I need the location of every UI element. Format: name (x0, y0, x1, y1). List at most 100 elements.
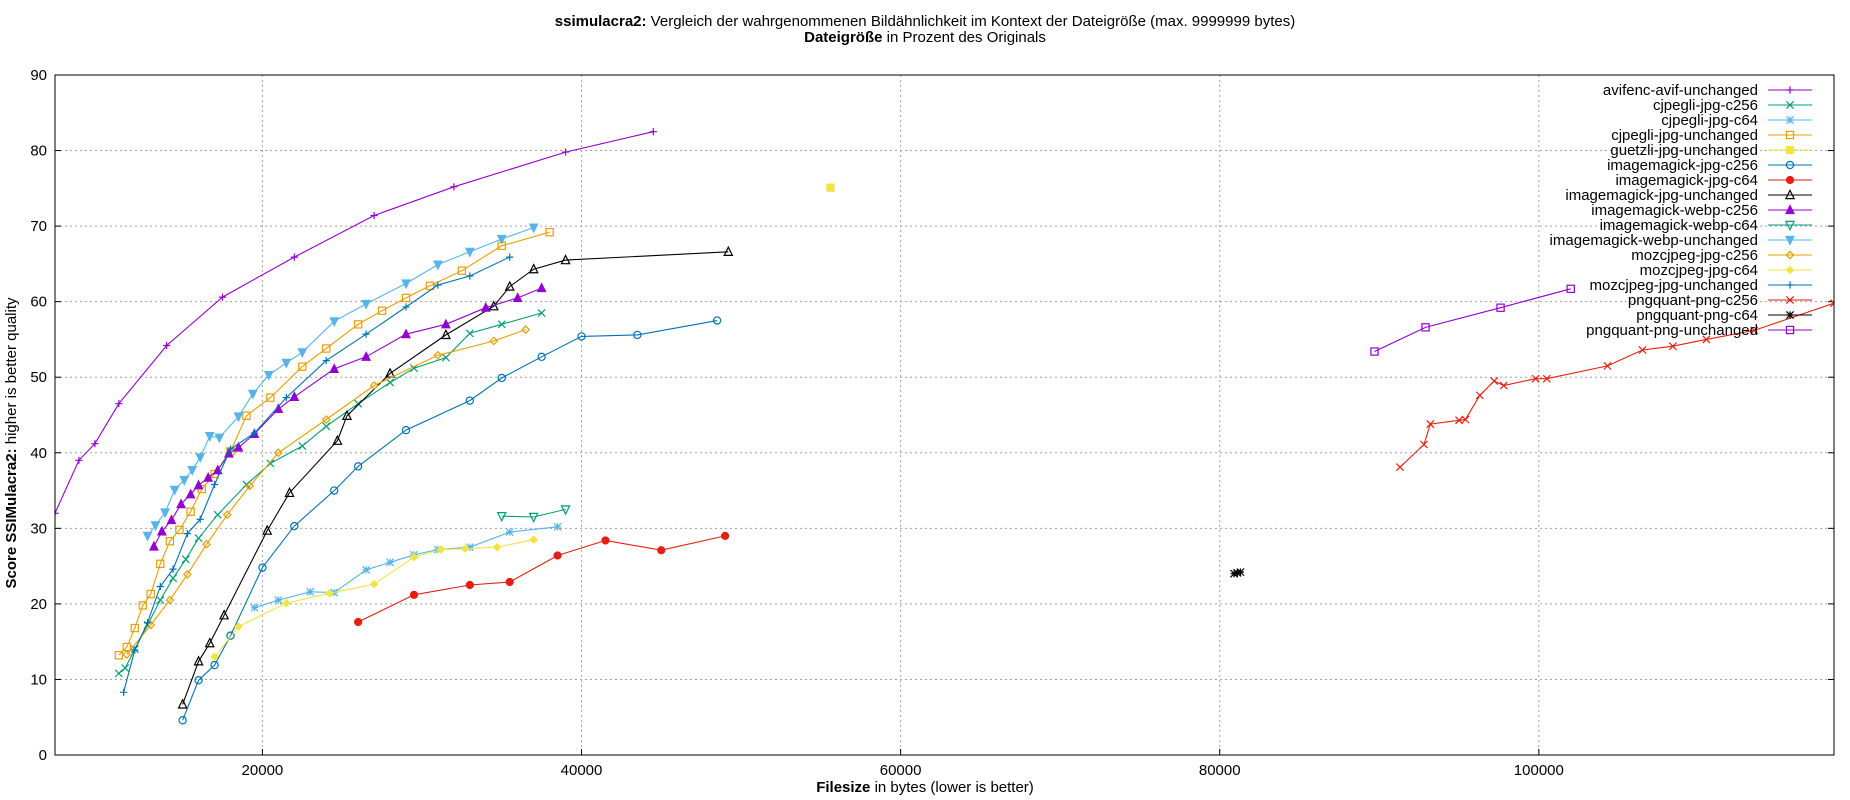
series-line (1399, 302, 1834, 468)
data-point (289, 391, 300, 401)
data-point (195, 453, 206, 464)
data-point (433, 350, 443, 360)
data-point (1499, 381, 1508, 390)
data-point (160, 508, 171, 519)
series-imagemagick-jpg-c256 (178, 316, 722, 725)
legend-item: mozcjpeg-jpg-c256 (1631, 247, 1812, 264)
legend-label: imagemagick-jpg-c256 (1607, 157, 1758, 174)
chart-title-rest: Vergleich der wahrgenommenen Bildähnlich… (647, 13, 1296, 30)
data-point (233, 412, 244, 423)
y-tick-label: 60 (30, 294, 47, 311)
data-point (553, 551, 562, 560)
data-point (505, 577, 514, 587)
data-point (322, 422, 331, 431)
data-point (723, 245, 734, 256)
data-point (186, 507, 195, 516)
data-point (156, 525, 167, 536)
series-line (182, 251, 729, 705)
data-point (290, 521, 299, 531)
legend-item: imagemagick-jpg-c256 (1607, 157, 1812, 174)
data-point (120, 688, 128, 696)
data-point (492, 542, 502, 552)
data-point (1785, 115, 1795, 125)
legend-item: imagemagick-jpg-c64 (1615, 172, 1812, 189)
x-axis-label-rest: in bytes (lower is better) (870, 779, 1033, 796)
series-imagemagick-webp-unchanged (142, 223, 539, 542)
legend-item: mozcjpeg-jpg-unchanged (1590, 277, 1812, 294)
data-point (114, 651, 124, 660)
data-point (537, 352, 546, 362)
data-point (506, 253, 514, 261)
y-axis-label-bold: Score SSIMulacra2: (3, 448, 20, 588)
y-tick-label: 90 (30, 67, 47, 84)
data-point (409, 552, 419, 562)
data-point (1785, 310, 1795, 320)
data-point (177, 698, 188, 709)
data-point (250, 603, 259, 612)
y-axis-label: Score SSIMulacra2: higher is better qual… (3, 297, 20, 588)
data-point (329, 363, 340, 374)
y-tick-label: 70 (30, 218, 47, 235)
data-point (156, 582, 164, 591)
data-point (266, 459, 275, 468)
data-point (1638, 345, 1647, 355)
series-line (357, 535, 726, 623)
y-tick-label: 0 (39, 747, 47, 764)
data-point (386, 378, 395, 387)
data-point (465, 329, 474, 338)
x-axis-label-bold: Filesize (816, 779, 870, 796)
data-point (150, 521, 161, 532)
data-point (384, 367, 396, 378)
series-mozcjpeg-jpg-c256 (122, 325, 531, 659)
data-point (504, 280, 515, 291)
data-point (182, 569, 192, 579)
data-point (1230, 569, 1239, 578)
data-point (377, 306, 387, 315)
series-imagemagick-webp-c256 (149, 282, 547, 551)
data-point (179, 475, 190, 486)
data-point (633, 330, 642, 340)
data-point (577, 332, 586, 341)
data-point (226, 445, 235, 453)
data-point (433, 260, 443, 271)
data-point (353, 320, 363, 329)
legend-item: imagemagick-jpg-unchanged (1565, 187, 1812, 204)
data-point (537, 308, 546, 318)
data-point (1785, 100, 1795, 110)
series-line (501, 508, 566, 518)
data-point (536, 282, 547, 293)
series-line (214, 539, 534, 658)
data-point (181, 555, 190, 564)
data-point (247, 389, 258, 400)
data-point (262, 524, 273, 535)
y-axis: 0 10 20 30 40 50 60 70 80 90 (30, 67, 1834, 764)
data-point (203, 471, 214, 482)
chart-title-bold: ssimulacra2: (555, 13, 647, 30)
data-point (436, 545, 446, 554)
data-point (194, 676, 203, 685)
data-point (169, 574, 178, 583)
data-point (401, 293, 411, 303)
data-point (329, 317, 340, 328)
data-point (138, 601, 147, 610)
x-tick-label: 80000 (1199, 762, 1241, 779)
series-imagemagick-webp-c64 (496, 505, 571, 523)
data-point (1461, 415, 1470, 424)
data-point (274, 596, 283, 605)
data-point (489, 336, 499, 346)
data-point (402, 303, 410, 311)
data-point (196, 515, 204, 523)
data-point (330, 486, 339, 495)
data-point (1784, 189, 1796, 200)
data-point (156, 596, 165, 605)
series-avifenc-avif-unchanged (55, 128, 657, 517)
data-point (1236, 568, 1245, 577)
data-point (1603, 361, 1612, 370)
data-point (1786, 86, 1794, 94)
data-point (528, 263, 539, 274)
series-pngquant-png-unchanged (1370, 284, 1575, 356)
data-point (284, 486, 295, 498)
y-tick-label: 80 (30, 143, 47, 160)
data-point (321, 415, 331, 424)
